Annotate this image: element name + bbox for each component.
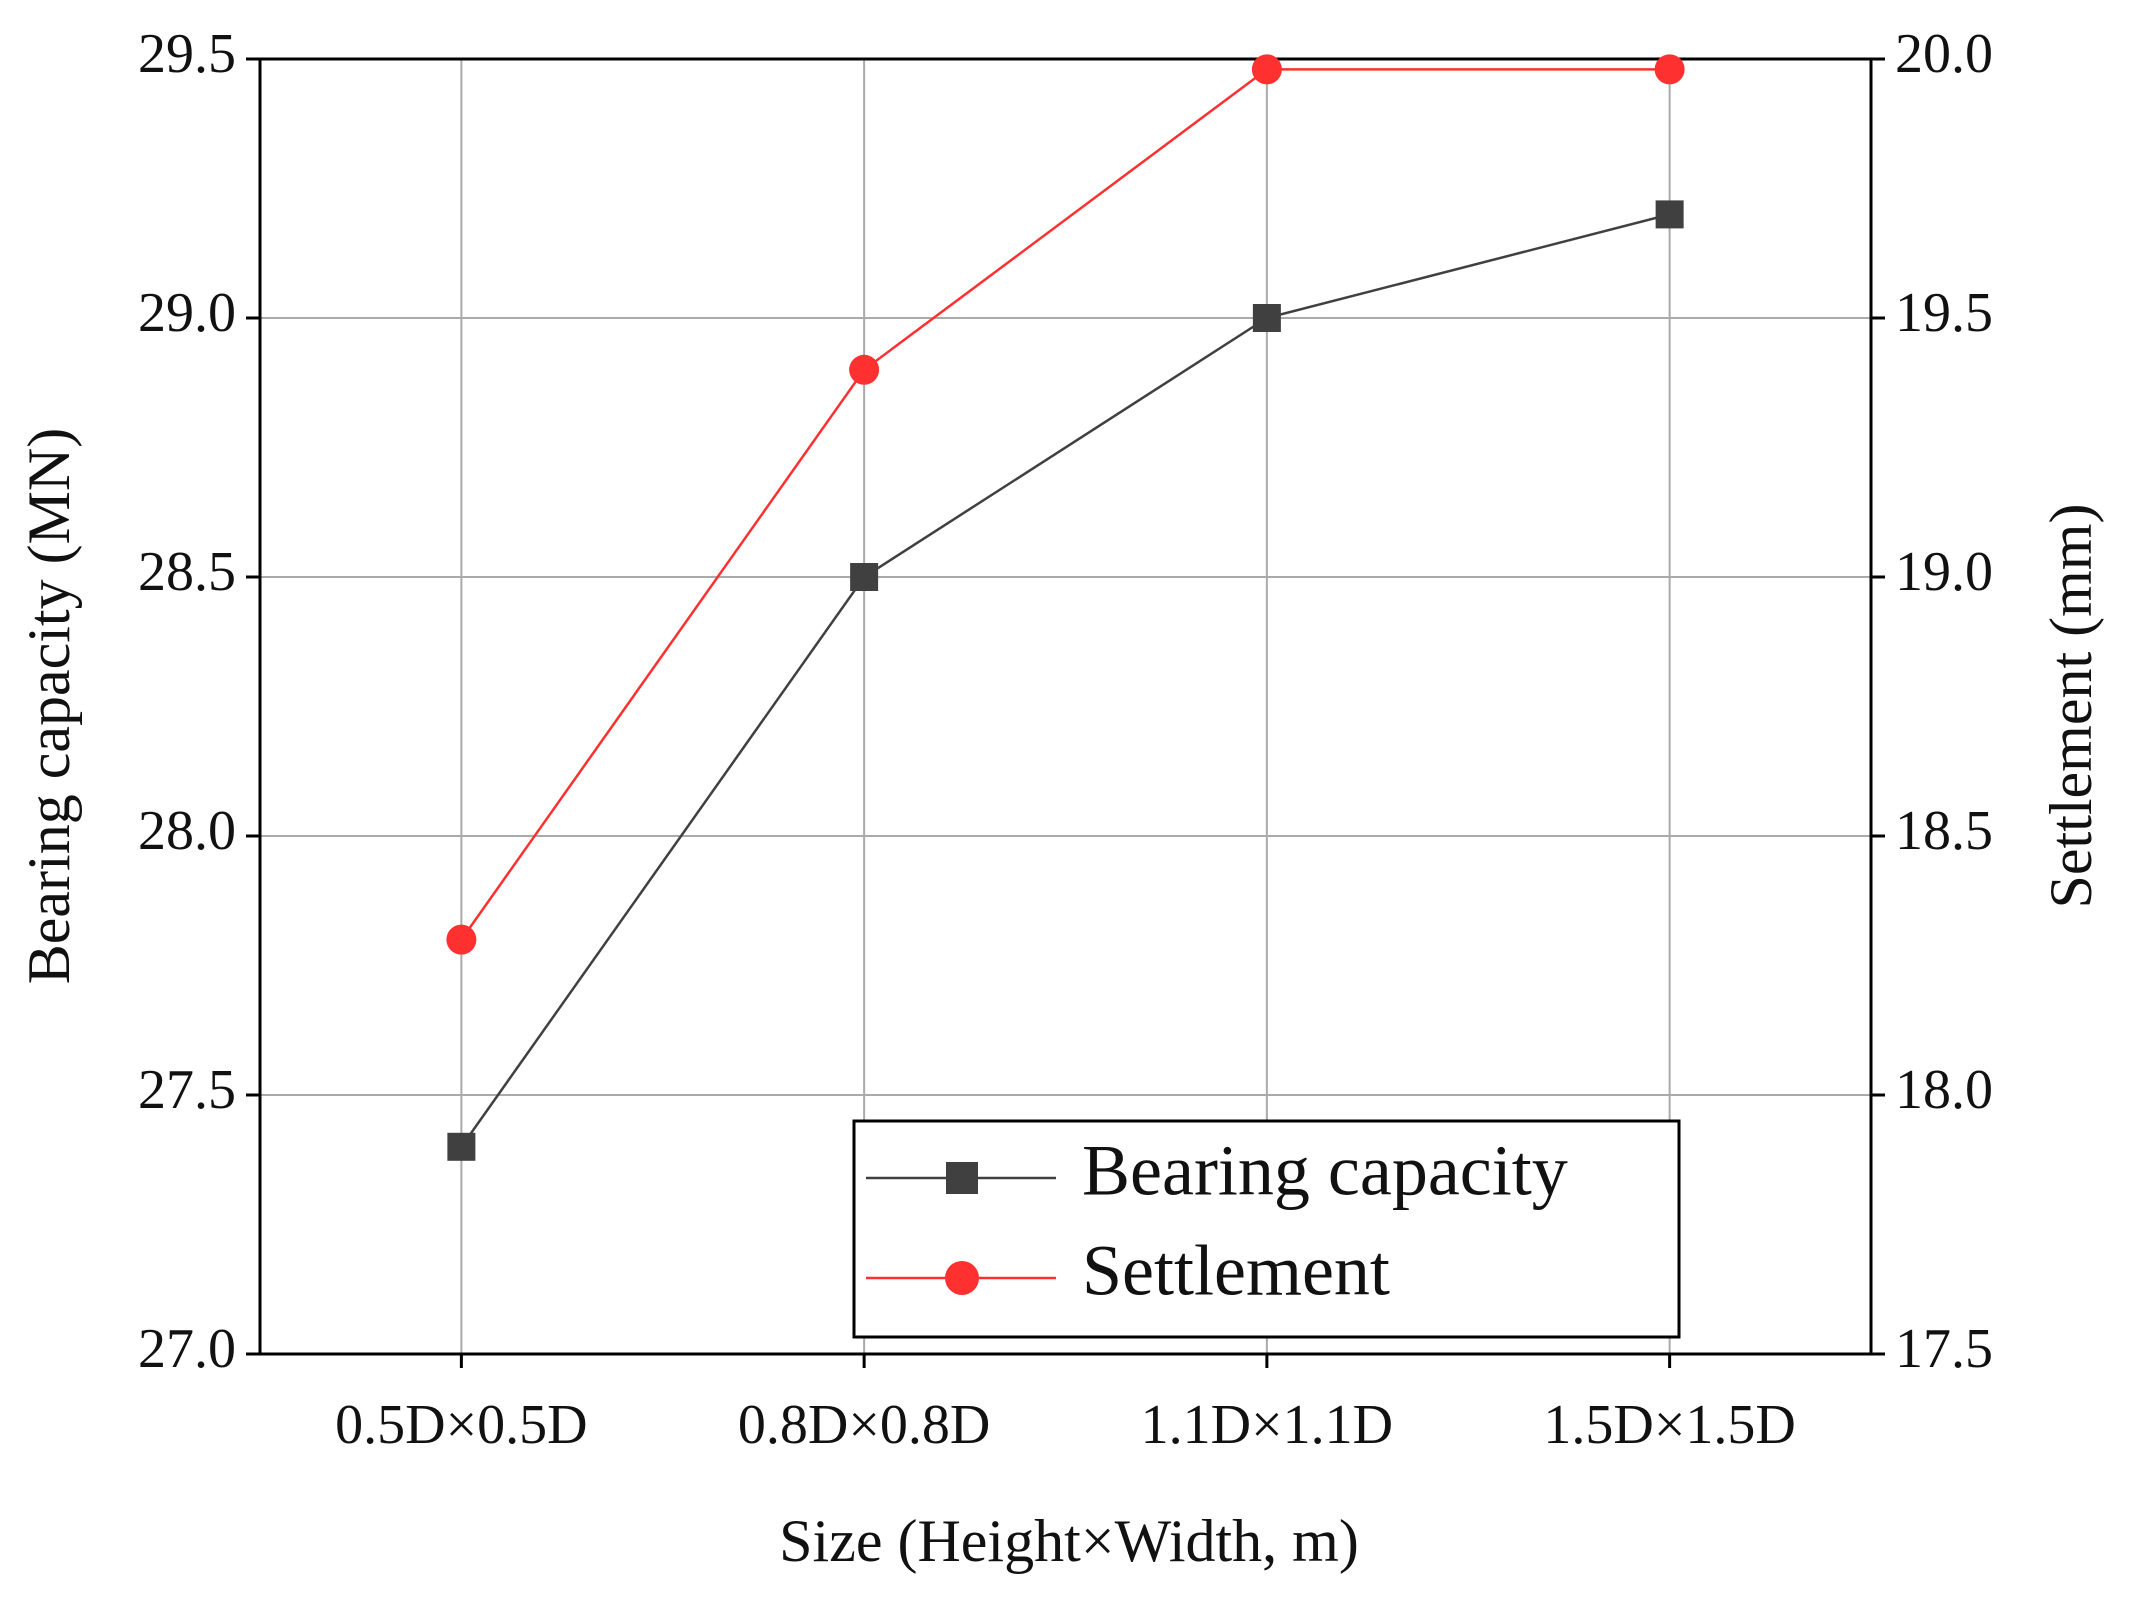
y-tick-label: 29.5 (138, 23, 236, 85)
x-tick-label: 1.5D×1.5D (1543, 1394, 1795, 1456)
series-line (460, 213, 1670, 1148)
legend-label: Bearing capacity (1082, 1131, 1568, 1211)
data-point (1655, 200, 1684, 229)
series-line (460, 68, 1670, 941)
data-point (1251, 54, 1282, 85)
data-point (1252, 304, 1281, 332)
legend-marker (946, 1162, 978, 1194)
y-tick-label: 28.5 (138, 541, 236, 603)
y2-tick-label: 18.0 (1895, 1059, 1993, 1121)
y2-tick-label: 20.0 (1895, 23, 1993, 85)
y2-tick-label: 17.5 (1895, 1318, 1993, 1380)
y2-tick-label: 19.5 (1895, 282, 1993, 344)
y2-axis-title: Settlement (mm) (2038, 504, 2104, 909)
x-tick-label: 0.5D×0.5D (335, 1394, 587, 1456)
data-point (850, 563, 879, 591)
y-axis-title: Bearing capacity (MN) (16, 428, 82, 984)
legend-marker (945, 1261, 979, 1295)
legend-label: Settlement (1082, 1231, 1390, 1311)
legend-box (852, 1119, 1681, 1339)
x-axis-title: Size (Height×Width, m) (779, 1508, 1359, 1574)
y-tick-label: 27.5 (138, 1059, 236, 1121)
data-point (447, 1132, 476, 1161)
y-tick-label: 29.0 (138, 282, 236, 344)
y-tick-label: 28.0 (138, 800, 236, 862)
data-point (446, 924, 477, 955)
y2-tick-label: 18.5 (1895, 800, 1993, 862)
data-point (1654, 54, 1685, 85)
x-tick-label: 1.1D×1.1D (1141, 1394, 1393, 1456)
x-tick-label: 0.8D×0.8D (738, 1394, 990, 1456)
y-tick-label: 27.0 (138, 1318, 236, 1380)
data-point (849, 354, 880, 385)
plot-frame (258, 57, 1873, 1356)
y2-tick-label: 19.0 (1895, 541, 1993, 603)
